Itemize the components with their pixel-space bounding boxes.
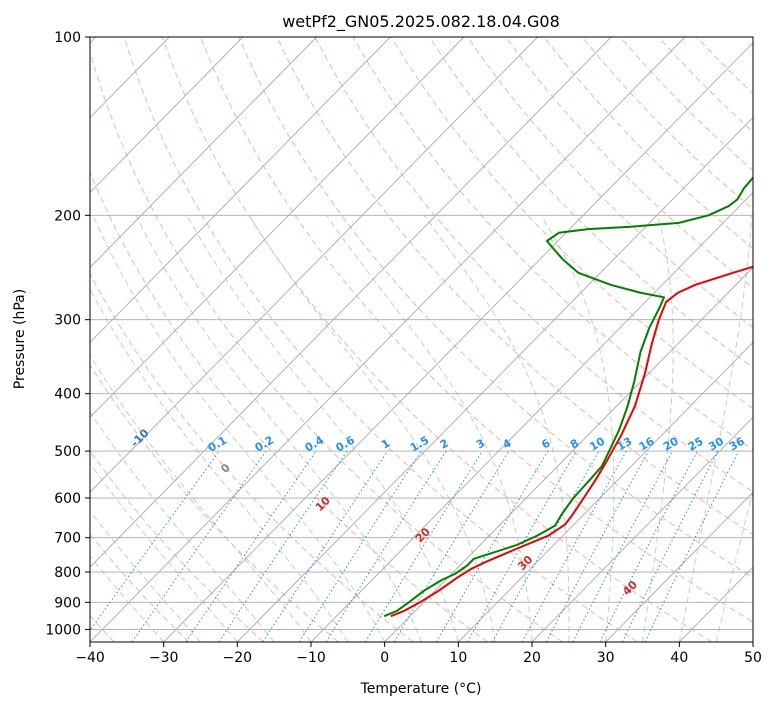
- moist-adiabat-line: [90, 411, 275, 642]
- y-tick-label: 100: [54, 30, 81, 46]
- isotherm-grid: [90, 37, 753, 642]
- mixing-ratio-line: [621, 450, 719, 642]
- mixing-ratio-line: [185, 450, 317, 642]
- x-tick-label: −40: [75, 650, 105, 666]
- dry-adiabat-line: [352, 37, 753, 451]
- isotherm-line: [384, 266, 753, 642]
- mixing-ratio-lines: [90, 450, 740, 642]
- moist-adiabat-line: [540, 215, 615, 642]
- isotherm-line: [237, 116, 753, 642]
- mixing-ratio-line: [262, 450, 388, 642]
- isotherm-line: [310, 191, 753, 642]
- isotherm-line: [531, 416, 753, 642]
- dry-adiabat-line: [90, 49, 563, 642]
- x-tick-label: 20: [523, 650, 541, 666]
- moist-adiabat-line: [326, 215, 533, 642]
- mixing-ratio-line: [131, 450, 267, 642]
- mixing-ratio-line: [599, 450, 698, 642]
- y-tick-label: 1000: [45, 622, 81, 638]
- y-tick-label: 900: [54, 595, 81, 611]
- x-axis: −40 −30 −20 −10 0 10 20 30 40 50: [75, 642, 762, 666]
- dry-adiabat-line: [90, 363, 339, 642]
- dry-adiabat-line: [238, 37, 753, 579]
- moist-adiabat-line: [423, 215, 570, 642]
- isotherm-line: [90, 37, 612, 568]
- chart-title: wetPf2_GN05.2025.082.18.04.G08: [282, 12, 560, 32]
- dry-adiabat-line: [123, 37, 638, 642]
- mixing-ratio-line: [364, 450, 483, 642]
- moist-adiabat-line: [92, 215, 386, 642]
- x-tick-label: 30: [597, 650, 615, 666]
- moist-adiabat-line: [90, 354, 312, 642]
- y-tick-label: 700: [54, 531, 81, 547]
- isotherm-line: [90, 37, 538, 493]
- x-tick-label: 10: [449, 650, 467, 666]
- dry-adiabat-line: [467, 37, 753, 329]
- x-tick-label: 40: [670, 650, 688, 666]
- y-tick-label: 400: [54, 387, 81, 403]
- x-tick-label: 50: [744, 650, 762, 666]
- mixing-ratio-line: [545, 450, 649, 642]
- isotherm-line: [90, 37, 244, 194]
- x-tick-label: 0: [380, 650, 389, 666]
- mixing-ratio-line: [521, 450, 627, 642]
- y-tick-label: 600: [54, 491, 81, 507]
- dry-adiabat-line: [90, 450, 264, 642]
- moist-adiabat-line: [642, 215, 674, 642]
- temperature-profile-line: [390, 265, 753, 618]
- mixing-ratio-line: [491, 450, 600, 642]
- dry-adiabat-line: [200, 37, 753, 623]
- moist-adiabat-line: [678, 215, 752, 642]
- x-tick-label: −30: [149, 650, 179, 666]
- isotherm-line: [90, 37, 391, 344]
- moist-adiabat-line: [90, 462, 238, 642]
- y-axis: 100 200 300 400 500 600 700 800 900 1000: [45, 30, 90, 638]
- y-tick-label: 800: [54, 565, 81, 581]
- y-tick-label: 300: [54, 313, 81, 329]
- mixing-ratio-line: [298, 450, 422, 642]
- profile-series: [383, 176, 753, 618]
- isotherm-line: [458, 341, 753, 642]
- dry-adiabat-line: [428, 37, 753, 369]
- dry-adiabat-line: [314, 37, 753, 493]
- moist-adiabat-line: [248, 215, 496, 642]
- mixing-ratio-line: [90, 450, 220, 632]
- x-tick-label: −20: [223, 650, 253, 666]
- moist-adiabat-line: [186, 215, 459, 642]
- isotherm-line: [163, 42, 753, 642]
- x-tick-label: −10: [296, 650, 326, 666]
- y-tick-label: 500: [54, 444, 81, 460]
- dry-adiabat-line: [90, 171, 488, 642]
- y-tick-label: 200: [54, 208, 81, 224]
- pressure-grid: [90, 37, 753, 630]
- mixing-ratio-line: [218, 450, 348, 642]
- dry-adiabat-line: [390, 37, 753, 410]
- dewpoint-profile-line: [383, 176, 753, 618]
- y-axis-label: Pressure (hPa): [12, 289, 28, 389]
- isotherm-line: [90, 37, 317, 269]
- x-axis-label: Temperature (°C): [360, 681, 482, 697]
- plot-frame: [89, 36, 754, 643]
- dry-adiabat-line: [161, 37, 712, 642]
- isotherm-line: [605, 491, 753, 642]
- isotherm-line: [90, 37, 465, 418]
- isotherm-line: [90, 37, 686, 642]
